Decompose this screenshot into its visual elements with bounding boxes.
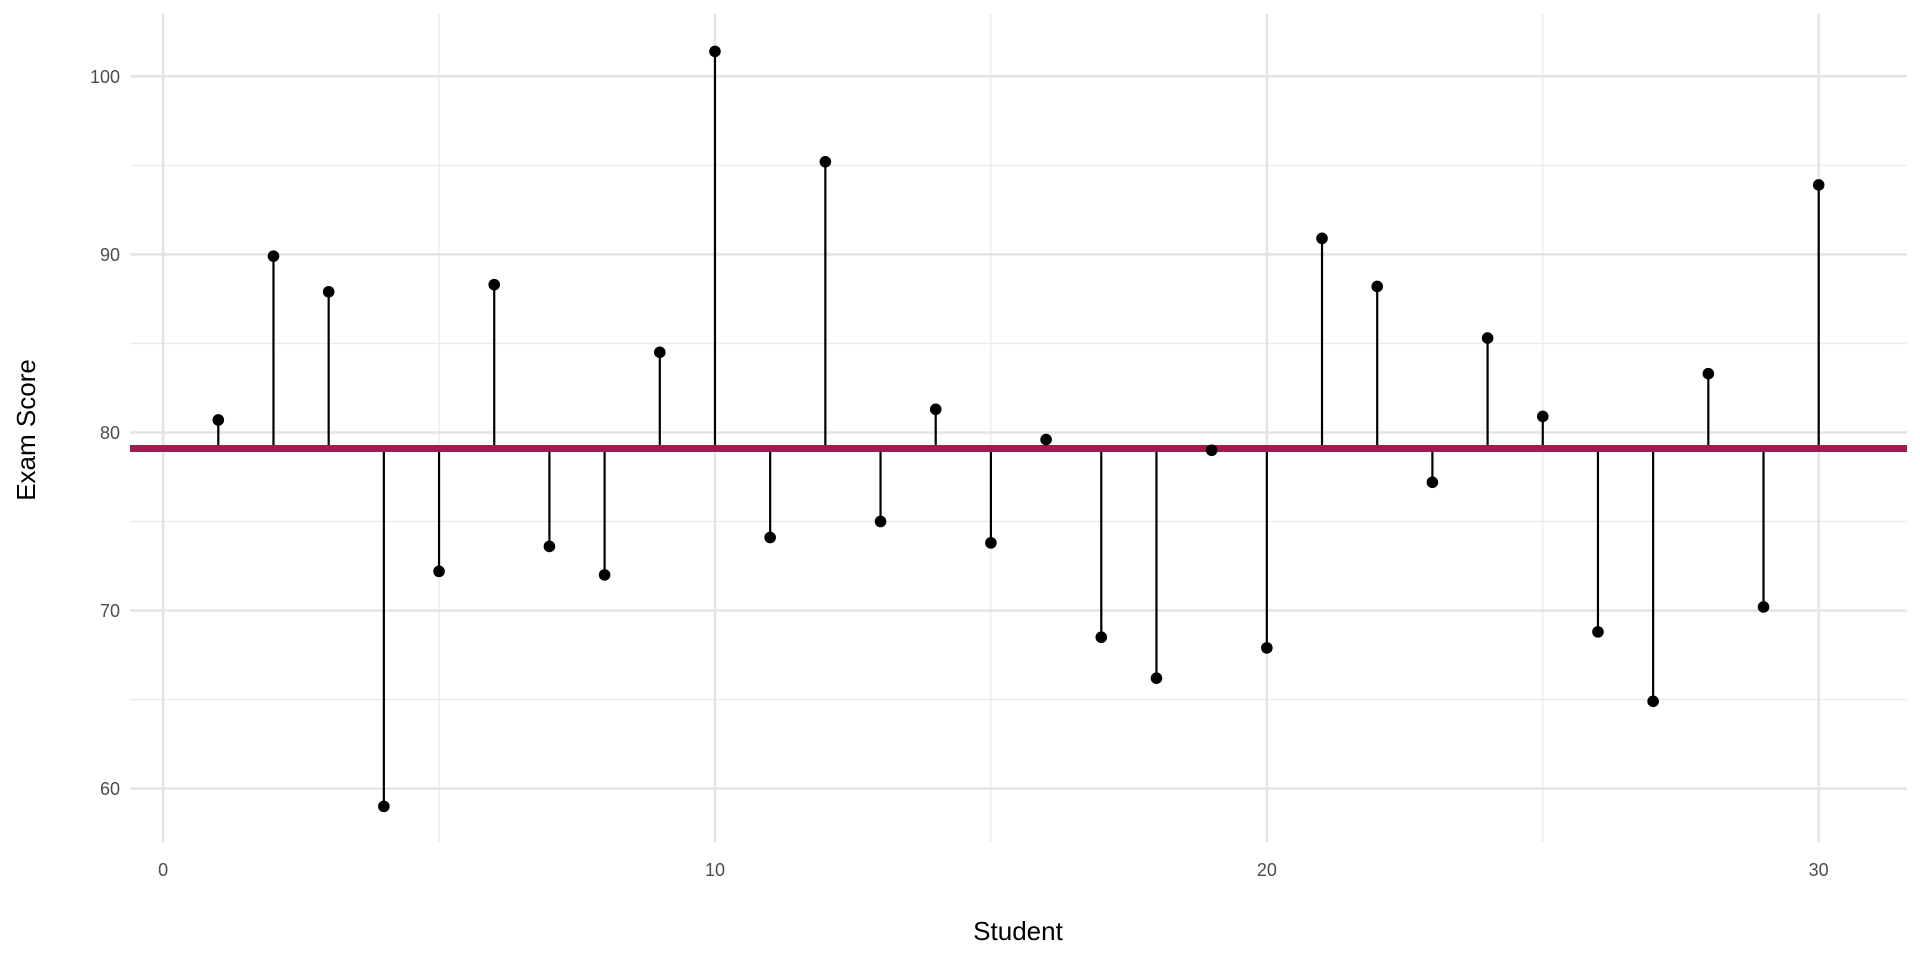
lollipop-point [874,515,887,528]
y-tick-label: 70 [100,601,120,621]
grid-major [130,14,1907,842]
x-tick-label: 10 [705,860,725,880]
x-tick-label: 0 [158,860,168,880]
lollipop-point [267,250,280,262]
lollipop-point [1316,232,1328,245]
lollipop-point [1812,179,1825,191]
x-tick-labels: 0 10 20 30 [158,860,1829,880]
x-axis-title: Student [973,916,1063,946]
y-tick-labels: 60 70 80 90 100 [90,67,120,799]
lollipop-point [1536,410,1549,423]
y-tick-label: 80 [100,423,120,443]
y-axis-title: Exam Score [11,359,41,501]
lollipop-point [543,540,556,553]
x-tick-label: 20 [1257,860,1277,880]
lollipop-point [1150,672,1163,684]
lollipop-point [1205,444,1218,457]
lollipop-point [1261,642,1273,654]
lollipop-point [653,346,666,359]
lollipop-point [1481,332,1494,344]
lollipop-point [433,565,445,578]
lollipop-point [598,569,611,581]
lollipop-point [1426,476,1439,489]
grid-minor [130,14,1907,842]
lollipop-point [985,537,997,549]
lollipop-point [1371,280,1384,293]
lollipop-point [929,403,942,416]
lollipop-point [709,45,721,58]
points [212,45,1825,813]
lollipop-point [212,414,225,426]
lollipop-point [819,155,832,168]
lollipop-point [764,531,776,544]
lollipop-point [1702,367,1715,380]
y-tick-label: 90 [100,245,120,265]
lollipop-point [1647,695,1659,708]
lollipop-point [322,285,335,298]
x-tick-label: 30 [1809,860,1829,880]
y-tick-label: 100 [90,67,120,87]
lollipop-point [1592,626,1604,638]
lollipop-point [378,800,390,813]
y-tick-label: 60 [100,779,120,799]
lollipop-point [1040,433,1052,446]
lollipop-point [1095,631,1108,644]
lollipop-point [488,278,501,291]
lollipop-point [1757,601,1770,613]
